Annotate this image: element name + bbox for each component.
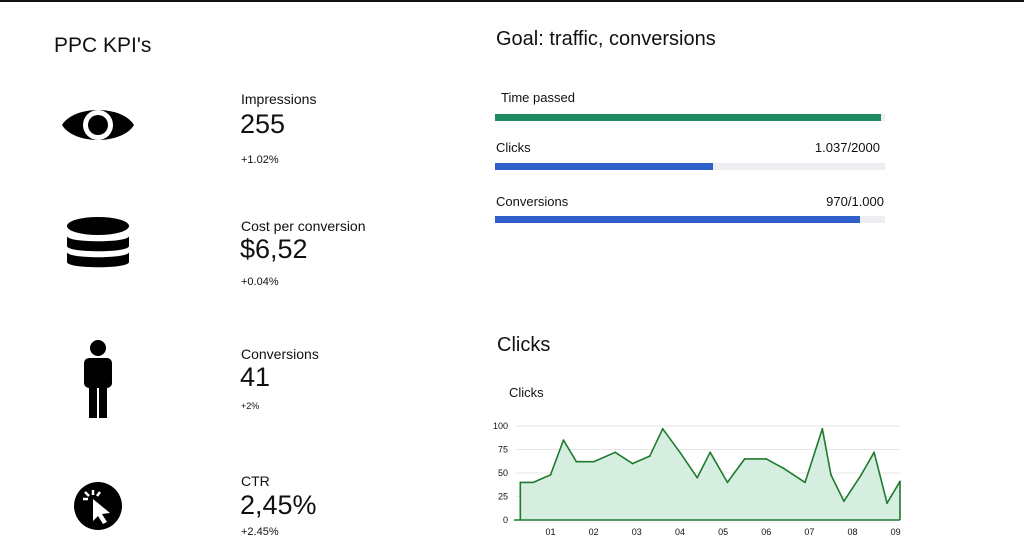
area-fill (520, 428, 900, 520)
data-point (532, 481, 535, 484)
data-point (661, 427, 664, 430)
progress-bar-time-passed (495, 114, 885, 121)
data-point (614, 451, 617, 454)
x-tick-label: 05 (718, 527, 728, 537)
data-point (562, 439, 565, 441)
x-tick-label: 06 (761, 527, 771, 537)
data-point (726, 481, 729, 484)
x-tick-label: 08 (848, 527, 858, 537)
chart-x-ticks: 01 02 03 04 05 06 07 08 09 (546, 527, 901, 537)
kpi-label-cost-per-conversion: Cost per conversion (241, 218, 366, 234)
x-tick-label: 04 (675, 527, 685, 537)
goal-title: Goal: traffic, conversions (496, 28, 716, 50)
coins-stack-icon (60, 216, 136, 272)
data-point (830, 473, 832, 476)
kpi-change-conversions: +2% (241, 401, 260, 411)
x-tick-label: 01 (546, 527, 556, 537)
data-point (709, 451, 712, 454)
goal-label-conversions: Conversions (496, 194, 569, 209)
data-point (631, 462, 634, 465)
data-point (873, 451, 876, 454)
y-tick-label: 25 (498, 492, 508, 502)
cursor-click-icon (60, 482, 136, 530)
kpi-value-conversions: 41 (240, 362, 271, 392)
data-point (886, 502, 888, 504)
goal-count-clicks: 1.037/2000 (814, 140, 880, 155)
x-tick-label: 02 (589, 527, 599, 537)
x-tick-label: 09 (891, 527, 901, 537)
y-tick-label: 100 (493, 421, 508, 431)
y-tick-label: 50 (498, 468, 508, 478)
clicks-section-title: Clicks (497, 334, 551, 356)
goal-label-time-passed: Time passed (501, 90, 575, 105)
progress-fill-time-passed (495, 114, 882, 121)
chart-y-ticks: 0 25 50 75 100 (493, 421, 508, 525)
person-icon (60, 340, 136, 418)
goal-label-clicks: Clicks (496, 140, 531, 155)
data-point (843, 500, 845, 503)
kpi-change-ctr: +2.45% (241, 526, 279, 538)
top-border (0, 0, 1024, 2)
data-point (519, 481, 522, 484)
kpi-change-impressions: +1.02% (241, 154, 279, 166)
clicks-area-chart: Clicks 0 25 50 75 100 01 02 03 04 05 06 07 08 09 (493, 385, 901, 537)
goal-count-conversions: 970/1.000 (826, 194, 884, 209)
page-title: PPC KPI's (54, 34, 152, 57)
eye-icon (60, 100, 136, 150)
data-point (743, 458, 746, 460)
kpi-value-ctr: 2,45% (240, 490, 317, 520)
data-point (899, 480, 901, 483)
kpi-label-ctr: CTR (241, 473, 270, 489)
data-point (804, 481, 806, 484)
x-tick-label: 07 (804, 527, 814, 537)
data-point (860, 473, 863, 476)
chart-series (514, 427, 901, 521)
data-point (549, 473, 552, 476)
progress-bar-conversions (495, 216, 885, 223)
progress-fill-clicks (495, 163, 714, 170)
data-point (782, 467, 785, 470)
data-point (679, 451, 681, 454)
y-tick-label: 0 (503, 515, 508, 525)
kpi-value-cost-per-conversion: $6,52 (240, 234, 308, 264)
data-point (592, 460, 595, 463)
kpi-change-cost-per-conversion: +0.04% (241, 276, 279, 288)
kpi-value-impressions: 255 (240, 109, 286, 139)
y-tick-label: 75 (498, 445, 508, 455)
x-tick-label: 03 (632, 527, 642, 537)
data-point (648, 455, 651, 457)
data-point (765, 458, 768, 460)
progress-fill-conversions (495, 216, 860, 223)
kpi-label-conversions: Conversions (241, 346, 319, 362)
chart-title: Clicks (509, 385, 544, 400)
data-point (575, 460, 578, 463)
data-point (821, 427, 824, 430)
progress-bar-clicks (495, 163, 885, 170)
data-point (696, 476, 699, 479)
kpi-label-impressions: Impressions (241, 91, 317, 107)
